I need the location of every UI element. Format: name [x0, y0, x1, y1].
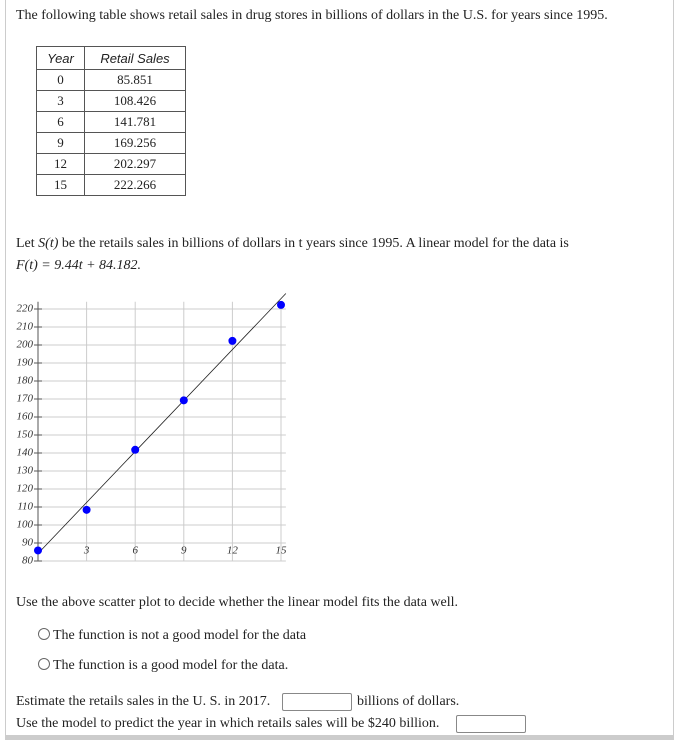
- table-row: 15 222.266: [36, 174, 186, 196]
- question: Use the above scatter plot to decide whe…: [16, 595, 459, 610]
- header-cell: Year: [36, 46, 85, 70]
- text-input[interactable]: [282, 693, 352, 711]
- y-tick-label: 180: [17, 375, 34, 387]
- estimate-unit: billions of dollars.: [357, 694, 460, 709]
- y-tick-label: 120: [17, 483, 34, 495]
- frame: [5, 0, 674, 740]
- y-tick-label: 140: [17, 447, 34, 459]
- y-tick-label: 130: [17, 465, 34, 477]
- table-row: 9 169.256: [36, 132, 186, 154]
- table-cell: 6: [36, 111, 85, 133]
- data-point: [131, 445, 140, 454]
- table-cell: 0: [36, 69, 85, 91]
- option-label: The function is not a good model for the…: [53, 628, 307, 643]
- table-cell: 202.297: [84, 153, 186, 175]
- y-tick-label: 190: [17, 357, 34, 369]
- radio[interactable]: [38, 628, 50, 640]
- table-cell: 3: [36, 90, 85, 112]
- table-cell: 222.266: [84, 174, 186, 196]
- y-tick-label: 150: [17, 429, 34, 441]
- table-cell: 85.851: [84, 69, 186, 91]
- x-tick-label: 6: [132, 545, 138, 557]
- table-row: 12 202.297: [36, 153, 186, 175]
- data-point: [34, 546, 42, 555]
- x-tick-label: 15: [276, 545, 288, 557]
- table-row: 3 108.426: [36, 90, 186, 112]
- table-cell: 108.426: [84, 90, 186, 112]
- intro: The following table shows retail sales i…: [16, 8, 608, 23]
- data-point: [82, 505, 91, 514]
- text: be the retails sales in billions of doll…: [58, 236, 569, 251]
- y-tick-label: 80: [22, 555, 34, 567]
- model-text: Let S(t) be the retails sales in billion…: [16, 236, 569, 252]
- y-tick-label: 90: [22, 537, 34, 549]
- x-tick-label: 3: [83, 545, 90, 557]
- model-line: [37, 293, 287, 554]
- scatter-plot: 80 90 100 110 120 130 140 150 160 170 180 190 200 210…: [17, 293, 288, 567]
- option[interactable]: The function is a good model for the dat…: [38, 658, 288, 674]
- x-tick-label: 9: [181, 545, 187, 557]
- option[interactable]: The function is not a good model for the…: [38, 628, 306, 644]
- table-row: 6 141.781: [36, 111, 186, 133]
- table-cell: 9: [36, 132, 85, 154]
- x-tick-label: 12: [227, 545, 239, 557]
- y-tick-label: 110: [17, 501, 33, 513]
- predict-text: Use the model to predict the year in whi…: [16, 716, 440, 731]
- radio[interactable]: [38, 658, 50, 670]
- y-tick-label: 170: [17, 393, 34, 405]
- header-cell: Retail Sales: [84, 46, 186, 70]
- y-tick-label: 100: [17, 519, 34, 531]
- table-cell: 15: [36, 174, 85, 196]
- estimate-text: Estimate the retails sales in the U. S. …: [16, 694, 271, 709]
- table-row: 0 85.851: [36, 69, 186, 91]
- y-tick-label: 210: [17, 321, 34, 333]
- data-point: [179, 396, 188, 405]
- option-label: The function is a good model for the dat…: [53, 658, 289, 673]
- table-cell: 141.781: [84, 111, 186, 133]
- y-tick-label: 200: [17, 339, 34, 351]
- table-cell: 169.256: [84, 132, 186, 154]
- y-tick-label: 160: [17, 411, 34, 423]
- table-cell: 12: [36, 153, 85, 175]
- math: S(t): [38, 236, 59, 251]
- text: Let: [16, 236, 39, 251]
- y-tick-label: 220: [17, 303, 34, 315]
- data-table: Year Retail Sales 0 85.851 3 108.426 6 141.781…: [36, 46, 186, 196]
- data-point: [228, 336, 237, 345]
- data-point: [277, 300, 285, 309]
- formula: F(t) = 9.44t + 84.182.: [16, 258, 142, 273]
- text-input[interactable]: [456, 715, 526, 733]
